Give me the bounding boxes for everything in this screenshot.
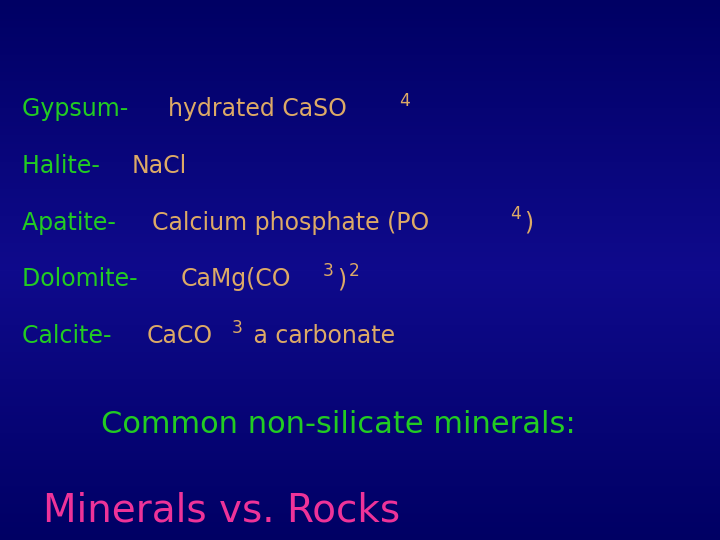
Text: 3: 3	[232, 319, 243, 336]
Text: Minerals vs. Rocks: Minerals vs. Rocks	[43, 491, 400, 529]
Text: Gypsum-: Gypsum-	[22, 97, 135, 121]
Text: CaCO: CaCO	[147, 324, 213, 348]
Text: 2: 2	[349, 262, 360, 280]
Text: 3: 3	[323, 262, 334, 280]
Text: hydrated CaSO: hydrated CaSO	[168, 97, 347, 121]
Text: a carbonate: a carbonate	[246, 324, 395, 348]
Text: Calcite-: Calcite-	[22, 324, 119, 348]
Text: Common non-silicate minerals:: Common non-silicate minerals:	[101, 410, 575, 440]
Text: Halite-: Halite-	[22, 154, 107, 178]
Text: CaMg(CO: CaMg(CO	[181, 267, 291, 291]
Text: 4: 4	[510, 205, 521, 223]
Text: Dolomite-: Dolomite-	[22, 267, 145, 291]
Text: Apatite-: Apatite-	[22, 211, 123, 234]
Text: Calcium phosphate (PO: Calcium phosphate (PO	[153, 211, 430, 234]
Text: ): )	[337, 267, 346, 291]
Text: 4: 4	[399, 92, 410, 110]
Text: ): )	[524, 211, 534, 234]
Text: NaCl: NaCl	[132, 154, 187, 178]
